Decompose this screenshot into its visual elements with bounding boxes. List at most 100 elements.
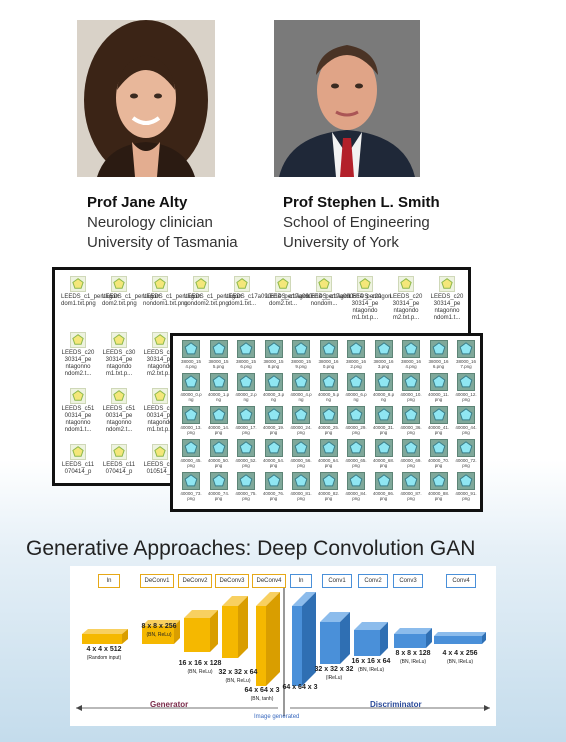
file-item[interactable]: LEEDS_c11 070414_p <box>102 444 136 476</box>
file-item[interactable]: 40000_24. png <box>289 406 313 435</box>
file-item[interactable]: 40000_81. png <box>289 472 313 501</box>
file-item[interactable]: 40000_65. png <box>344 439 368 468</box>
file-item[interactable]: 40000_3.p ng <box>262 373 286 402</box>
file-item[interactable]: 40000_25. png <box>317 406 341 435</box>
file-item[interactable]: 40000_73. png <box>179 472 203 501</box>
file-item[interactable]: 40000_44. png <box>454 406 478 435</box>
file-thumbnail <box>402 373 420 391</box>
file-item[interactable]: 40000_69. png <box>399 439 423 468</box>
file-item[interactable]: LEEDS_c17a090614_pentagon dom1.txt... <box>225 276 309 308</box>
file-thumbnail <box>152 444 168 460</box>
file-item[interactable]: LEEDS_c30 30314_pe ntagondo m1.txt.p... <box>102 332 136 378</box>
gen-sub-1: (Random input) <box>86 655 122 661</box>
file-item[interactable]: 40000_86. png <box>372 472 396 501</box>
file-item[interactable]: 40000_68. png <box>372 439 396 468</box>
file-item[interactable]: 40000_64. png <box>317 439 341 468</box>
file-item[interactable]: 38000_16 0.png <box>317 340 341 369</box>
file-item[interactable]: 40000_84. png <box>344 472 368 501</box>
person-name-stephen: Prof Stephen L. Smith <box>283 194 440 211</box>
file-item[interactable]: 40000_76. png <box>262 472 286 501</box>
file-item[interactable]: 40000_82. png <box>317 472 341 501</box>
file-item[interactable]: 38000_15 8.png <box>262 340 286 369</box>
file-name: 38000_16 0.png <box>318 359 339 369</box>
file-item[interactable]: 40000_88. png <box>427 472 451 501</box>
file-item[interactable]: 40000_1.p ng <box>207 373 231 402</box>
file-name: LEEDS_c17a090614_pentagon dom2.txt... <box>266 294 351 307</box>
file-thumbnail <box>402 406 420 424</box>
file-name: 38000_16 6.png <box>428 359 449 369</box>
file-name: 40000_86. png <box>372 491 395 501</box>
file-item[interactable]: LEEDS_c12 010514_p <box>143 444 177 476</box>
file-item[interactable]: 40000_11. png <box>427 373 451 402</box>
file-item[interactable]: LEEDS_c20 30314_pe ntagonno ndom1.t... <box>430 276 464 322</box>
file-item[interactable]: 40000_52. png <box>234 439 258 468</box>
file-item[interactable]: 40000_87. png <box>399 472 423 501</box>
file-item[interactable]: LEEDS_c61 00314_pe ntagondo m1.txt.p... <box>143 388 177 434</box>
file-thumbnail <box>182 340 200 358</box>
file-item[interactable]: 40000_45. png <box>179 439 203 468</box>
file-item[interactable]: 38000_16 7.png <box>454 340 478 369</box>
file-name: 40000_65. png <box>345 458 367 468</box>
file-item[interactable]: 40000_10. png <box>399 373 423 402</box>
file-item[interactable]: 40000_50. png <box>207 439 231 468</box>
file-thumbnail <box>234 276 250 292</box>
file-item[interactable]: 40000_4.p ng <box>289 373 313 402</box>
file-item[interactable]: 40000_8.p ng <box>372 373 396 402</box>
file-thumbnail <box>457 340 475 358</box>
file-item[interactable]: 40000_75. png <box>234 472 258 501</box>
file-item[interactable]: 40000_72. png <box>454 439 478 468</box>
file-item[interactable]: 38000_16 2.png <box>344 340 368 369</box>
file-item[interactable]: 38000_15 9.png <box>289 340 313 369</box>
file-item[interactable]: LEEDS_c20 30314_pe ntagonno ndom2.t... <box>61 332 95 378</box>
file-name: 40000_84. png <box>345 491 367 501</box>
file-thumbnail <box>319 406 338 424</box>
file-item[interactable]: 38000_16 4.png <box>399 340 423 369</box>
file-item[interactable]: 38000_15 4.png <box>179 340 203 369</box>
file-item[interactable]: 40000_70. png <box>427 439 451 468</box>
file-item[interactable]: LEEDS_c17a090614_pentagon dom2.txt... <box>266 276 351 308</box>
file-item[interactable]: 40000_0.p ng <box>179 373 203 402</box>
file-item[interactable]: 38000_16 3.png <box>372 340 396 369</box>
file-item[interactable]: 40000_36. png <box>399 406 423 435</box>
file-item[interactable]: 40000_6.p ng <box>344 373 368 402</box>
file-item[interactable]: LEEDS_c1_pentagon dom1.txt.png <box>61 276 119 308</box>
file-item[interactable]: 40000_13. png <box>179 406 203 435</box>
file-item[interactable]: LEEDS_c30 30314_pe ntagondo m2.txt.p... <box>143 332 177 378</box>
file-name: LEEDS_c30 30314_pe ntagondo m1.txt.p... <box>102 350 136 377</box>
file-item[interactable]: 38000_15 5.png <box>207 340 231 369</box>
file-item[interactable]: LEEDS_c51 00314_pe ntagonno ndom1.t... <box>61 388 95 434</box>
file-item[interactable]: 40000_19. png <box>262 406 286 435</box>
file-item[interactable]: LEEDS_c20 30314_pe ntagondo m1.txt.p... <box>348 276 382 322</box>
file-item[interactable]: 40000_41. png <box>427 406 451 435</box>
file-item[interactable]: 40000_29. png <box>344 406 368 435</box>
file-item[interactable]: 40000_74. png <box>207 472 231 501</box>
disc-sub-3: (BN, lReLu) <box>357 667 385 673</box>
generator-label: Generator <box>150 700 189 709</box>
file-item[interactable]: LEEDS_c1_pentagon dom2.txt.png <box>102 276 160 308</box>
file-item[interactable]: 40000_91. png <box>454 472 478 501</box>
gen-block-1 <box>82 629 128 644</box>
file-item[interactable]: 40000_54. png <box>262 439 286 468</box>
file-item[interactable]: LEEDS_c17a090614_pentagon nondom... <box>307 276 391 308</box>
file-item[interactable]: LEEDS_c1_pentagon nondom2.txt.png <box>184 276 242 308</box>
file-item[interactable]: 40000_31. png <box>372 406 396 435</box>
file-thumbnail <box>347 340 365 358</box>
file-item[interactable]: 38000_16 6.png <box>427 340 451 369</box>
file-item[interactable]: LEEDS_c1_pentagon nondom1.txt.png <box>143 276 201 308</box>
file-name: LEEDS_c11 070414_p <box>61 462 95 475</box>
file-item[interactable]: 40000_56. png <box>289 439 313 468</box>
file-name: 40000_54. png <box>262 458 285 468</box>
file-item[interactable]: LEEDS_c51 00314_pe ntagonno ndom2.t... <box>102 388 136 434</box>
file-item[interactable]: 40000_17. png <box>234 406 258 435</box>
file-item[interactable]: 38000_15 6.png <box>234 340 258 369</box>
file-name: 40000_13. png <box>180 425 202 435</box>
file-name: 40000_6.p ng <box>345 392 367 402</box>
file-name: 38000_15 9.png <box>290 359 312 369</box>
file-item[interactable]: 40000_2.p ng <box>234 373 258 402</box>
file-item[interactable]: 40000_14. png <box>207 406 231 435</box>
file-item[interactable]: 40000_5.p ng <box>317 373 341 402</box>
file-item[interactable]: LEEDS_c11 070414_p <box>61 444 95 476</box>
file-item[interactable]: 40000_12. png <box>454 373 478 402</box>
file-item[interactable]: LEEDS_c20 30314_pe ntagondo m2.txt.p... <box>389 276 423 322</box>
file-thumbnail <box>347 373 365 391</box>
